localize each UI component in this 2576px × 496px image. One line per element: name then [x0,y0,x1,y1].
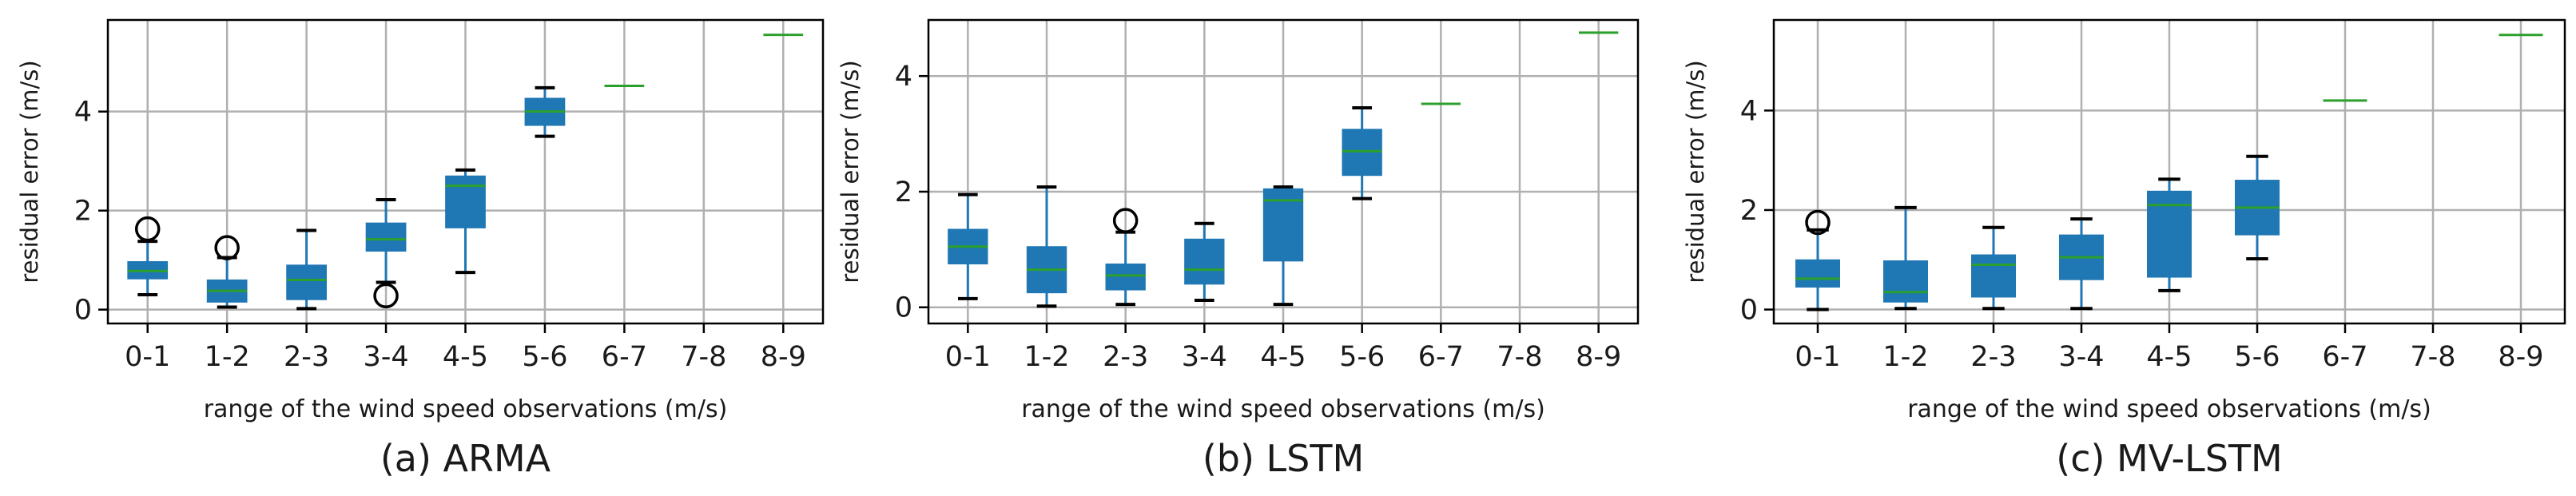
x-tick-label: 6-7 [1418,341,1464,373]
panel-caption: (a) ARMA [380,437,551,480]
x-tick-label: 1-2 [1882,341,1928,373]
y-tick-label: 2 [895,177,912,208]
x-tick-label: 4-5 [2146,341,2192,373]
x-tick-label: 1-2 [205,341,250,373]
x-tick-label: 7-8 [2410,341,2455,373]
x-tick-label: 2-3 [1970,341,2016,373]
x-tick-label: 4-5 [443,341,488,373]
box [1184,238,1225,285]
x-tick-label: 1-2 [1024,341,1069,373]
box [365,222,407,252]
y-tick-label: 4 [74,97,92,129]
y-tick-label: 4 [1740,95,1758,127]
x-tick-label: 3-4 [2058,341,2104,373]
panel-arma: 0-1 1-2 2-3 3-4 4-5 5-6 6-7 7-8 8-9 0 2 4 residual e… [16,18,825,480]
y-tick-label: 2 [74,196,92,228]
x-tick-label: 5-6 [1339,341,1385,373]
panel-mv-lstm: 0-1 1-2 2-3 3-4 4-5 5-6 6-7 7-8 8-9 0 2 4 residual e… [1682,18,2566,480]
y-axis-label: residual error (m/s) [837,60,864,283]
box [1971,254,2016,298]
box [1883,260,1928,303]
box [1795,259,1840,288]
x-tick-label: 0-1 [945,341,991,373]
x-tick-label: 8-9 [2498,341,2543,373]
panel-caption: (b) LSTM [1203,437,1364,480]
y-tick-label: 0 [895,292,912,324]
x-tick-label: 7-8 [681,341,726,373]
outlier-point [214,235,240,260]
box [445,175,486,228]
x-tick-label: 5-6 [2234,341,2280,373]
x-axis-label: range of the wind speed observations (m/… [1907,395,2431,423]
outlier-point [1112,208,1139,233]
x-tick-label: 7-8 [1497,341,1542,373]
x-axis-label: range of the wind speed observations (m/… [1021,395,1545,423]
x-tick-label: 6-7 [2322,341,2367,373]
x-tick-label: 4-5 [1260,341,1306,373]
outlier-point [1805,209,1831,236]
x-tick-label: 0-1 [125,341,170,373]
panel-lstm: 0-1 1-2 2-3 3-4 4-5 5-6 6-7 7-8 8-9 0 2 4 residual e… [837,18,1640,480]
x-tick-label: 2-3 [1103,341,1148,373]
x-axis-label: range of the wind speed observations (m/… [204,395,728,423]
x-tick-label: 3-4 [1182,341,1227,373]
y-tick-label: 0 [74,295,92,327]
x-tick-label: 8-9 [1576,341,1621,373]
y-tick-label: 2 [1740,195,1758,227]
x-tick-label: 6-7 [602,341,647,373]
x-tick-label: 8-9 [761,341,806,373]
box [286,264,327,300]
y-tick-label: 0 [1740,295,1758,327]
x-tick-label: 0-1 [1795,341,1840,373]
x-tick-label: 3-4 [363,341,408,373]
y-axis-label: residual error (m/s) [16,60,43,283]
outlier-point [373,283,399,309]
y-axis-label: residual error (m/s) [1682,60,1709,283]
box [1105,263,1146,291]
x-tick-label: 5-6 [522,341,567,373]
outlier-point [134,216,161,242]
panel-caption: (c) MV-LSTM [2056,437,2282,480]
y-tick-label: 4 [895,61,912,93]
x-tick-label: 2-3 [284,341,329,373]
